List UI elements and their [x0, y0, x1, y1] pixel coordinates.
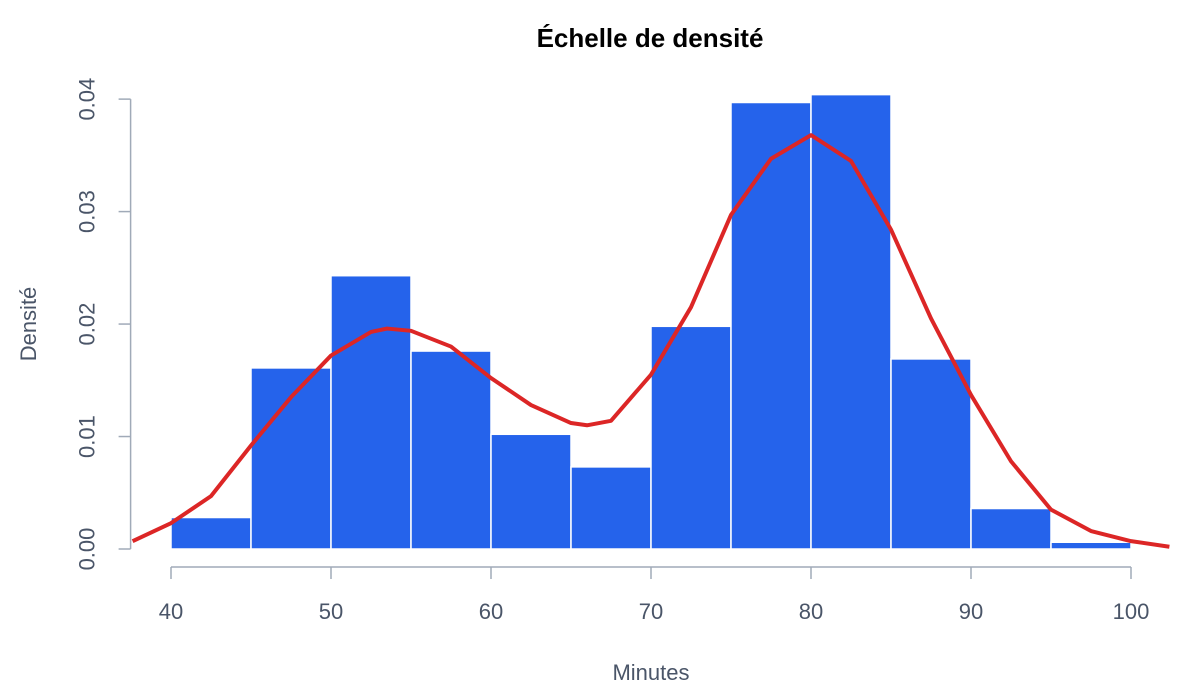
- y-tick-label: 0.00: [74, 528, 99, 571]
- x-tick-label: 40: [159, 599, 183, 624]
- bar: [730, 101, 812, 550]
- density-curve: [131, 133, 1170, 549]
- bar: [890, 358, 972, 550]
- bar: [650, 325, 732, 550]
- y-tick-label: 0.02: [74, 303, 99, 346]
- y-axis-label: Densité: [16, 287, 41, 362]
- x-tick-label: 70: [639, 599, 663, 624]
- bar: [970, 507, 1052, 550]
- x-tick-label: 90: [959, 599, 983, 624]
- y-tick-label: 0.01: [74, 415, 99, 458]
- x-tick-label: 60: [479, 599, 503, 624]
- x-axis-label: Minutes: [612, 660, 689, 685]
- bar: [810, 93, 892, 550]
- chart-title: Échelle de densité: [537, 23, 764, 53]
- bar: [330, 274, 412, 550]
- y-tick-label: 0.04: [74, 78, 99, 121]
- bar: [410, 350, 492, 550]
- y-tick-label: 0.03: [74, 190, 99, 233]
- bar: [1050, 541, 1132, 550]
- bar: [490, 433, 572, 550]
- bar: [170, 516, 252, 550]
- x-tick-label: 50: [319, 599, 343, 624]
- x-tick-label: 80: [799, 599, 823, 624]
- bar: [570, 466, 652, 550]
- x-tick-label: 100: [1113, 599, 1150, 624]
